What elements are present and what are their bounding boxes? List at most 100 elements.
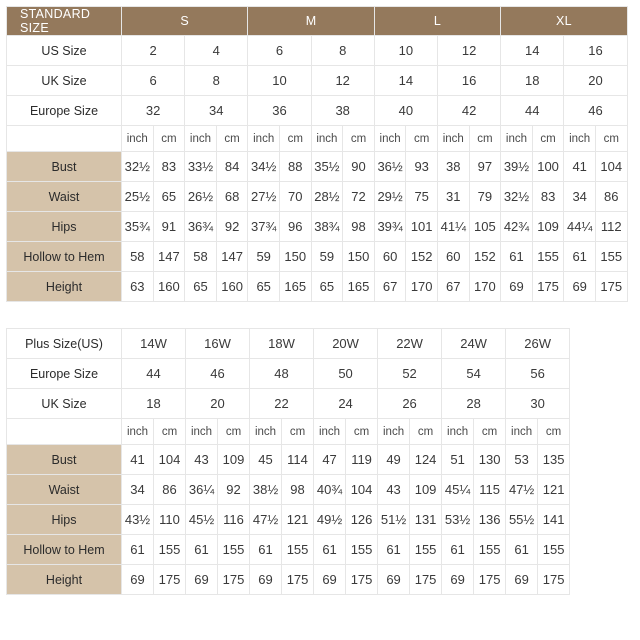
measure-value: 28½: [310, 181, 344, 212]
measure-value: 61: [563, 241, 596, 272]
measure-value: 97: [468, 151, 502, 182]
size-value: 6: [120, 65, 186, 96]
measure-value: 175: [531, 271, 565, 302]
size-value: 22: [249, 388, 315, 419]
size-value: 22W: [377, 328, 443, 359]
row-label-europe-size: Europe Size: [6, 358, 122, 389]
size-value: 10: [373, 35, 438, 66]
measure-value: 69: [249, 564, 283, 595]
measure-value: 155: [594, 241, 628, 272]
measure-value: 61: [249, 534, 283, 565]
measure-value: 175: [217, 564, 251, 595]
row-label-waist: Waist: [6, 181, 122, 212]
unit-header-cm: cm: [473, 418, 507, 445]
measure-value: 37¾: [247, 211, 280, 242]
measure-value: 124: [409, 444, 443, 475]
plus-measure-row: Height 69 175 69 175 69 175 69 175 69 175 69 175 69 17…: [6, 564, 571, 595]
measure-value: 104: [594, 151, 628, 182]
measure-value: 155: [409, 534, 443, 565]
unit-header-inch: inch: [121, 418, 154, 445]
measure-value: 155: [345, 534, 379, 565]
size-value: 14: [373, 65, 438, 96]
standard-band-group-m: M: [247, 6, 375, 36]
unit-header-cm: cm: [537, 418, 571, 445]
size-value: 12: [310, 65, 375, 96]
standard-band-row: STANDARD SIZE S M L XL: [6, 6, 628, 36]
unit-header-inch: inch: [373, 125, 407, 152]
measure-value: 45½: [185, 504, 219, 535]
measure-value: 31: [436, 181, 470, 212]
size-value: 24W: [441, 328, 507, 359]
measure-value: 65: [184, 271, 217, 302]
row-label-height: Height: [6, 564, 122, 595]
size-value: 28: [441, 388, 507, 419]
measure-value: 42¾: [500, 211, 533, 242]
measure-value: 36¼: [185, 474, 219, 505]
measure-value: 43: [185, 444, 219, 475]
measure-value: 115: [473, 474, 507, 505]
measure-value: 100: [531, 151, 565, 182]
standard-band-group-s: S: [120, 6, 249, 36]
measure-value: 61: [313, 534, 347, 565]
plus-size-row: UK Size 18 20 22 24 26 28 30: [6, 388, 571, 419]
unit-header-cm: cm: [342, 125, 375, 152]
measure-value: 33½: [184, 151, 217, 182]
measure-value: 175: [594, 271, 628, 302]
measure-value: 83: [152, 151, 186, 182]
row-label-bust: Bust: [6, 444, 122, 475]
size-value: 32: [120, 95, 186, 126]
measure-value: 29½: [373, 181, 407, 212]
measure-value: 152: [405, 241, 438, 272]
measure-value: 58: [121, 241, 154, 272]
measure-value: 69: [505, 564, 539, 595]
measure-value: 75: [405, 181, 438, 212]
standard-measure-row: Hips 35¾ 91 36¾ 92 37¾ 96 38¾ 98 39¾ 101 41¼ 105 42¾ 1…: [6, 211, 628, 242]
measure-value: 38½: [249, 474, 283, 505]
unit-row-blank-label: [6, 418, 122, 445]
measure-value: 109: [217, 444, 251, 475]
size-value: 16: [563, 35, 628, 66]
measure-value: 41: [563, 151, 596, 182]
size-value: 18: [120, 388, 187, 419]
measure-value: 67: [373, 271, 407, 302]
standard-measure-row: Waist 25½ 65 26½ 68 27½ 70 28½ 72 29½ 75 31 79 32½ 83 3…: [6, 181, 628, 212]
unit-header-cm: cm: [531, 125, 565, 152]
standard-band-group-xl: XL: [500, 6, 628, 36]
plus-size-row: Europe Size 44 46 48 50 52 54 56: [6, 358, 571, 389]
unit-header-inch: inch: [247, 125, 280, 152]
measure-value: 69: [185, 564, 219, 595]
measure-value: 160: [215, 271, 249, 302]
measure-value: 130: [473, 444, 507, 475]
measure-value: 104: [345, 474, 379, 505]
measure-value: 41¼: [436, 211, 470, 242]
measure-value: 98: [342, 211, 375, 242]
size-value: 6: [247, 35, 312, 66]
size-value: 44: [500, 95, 565, 126]
measure-value: 104: [152, 444, 187, 475]
measure-value: 155: [473, 534, 507, 565]
measure-value: 165: [278, 271, 312, 302]
size-value: 14W: [120, 328, 187, 359]
size-value: 16: [436, 65, 502, 96]
row-label-waist: Waist: [6, 474, 122, 505]
size-value: 30: [505, 388, 571, 419]
measure-value: 38¾: [310, 211, 344, 242]
row-label-plus-size-us: Plus Size(US): [6, 328, 122, 359]
measure-value: 109: [409, 474, 443, 505]
measure-value: 36¾: [184, 211, 217, 242]
measure-value: 32½: [121, 151, 154, 182]
standard-measure-row: Height 63 160 65 160 65 165 65 165 67 170 67 170 69 17…: [6, 271, 628, 302]
measure-value: 114: [281, 444, 315, 475]
size-value: 10: [247, 65, 312, 96]
standard-size-row: UK Size 6 8 10 12 14 16 18 20: [6, 65, 628, 96]
size-value: 42: [436, 95, 502, 126]
measure-value: 47½: [505, 474, 539, 505]
size-value: 20W: [313, 328, 379, 359]
measure-value: 86: [594, 181, 628, 212]
measure-value: 96: [278, 211, 312, 242]
measure-value: 150: [342, 241, 375, 272]
measure-value: 93: [405, 151, 438, 182]
unit-header-inch: inch: [500, 125, 533, 152]
unit-header-cm: cm: [152, 418, 187, 445]
unit-header-cm: cm: [594, 125, 628, 152]
